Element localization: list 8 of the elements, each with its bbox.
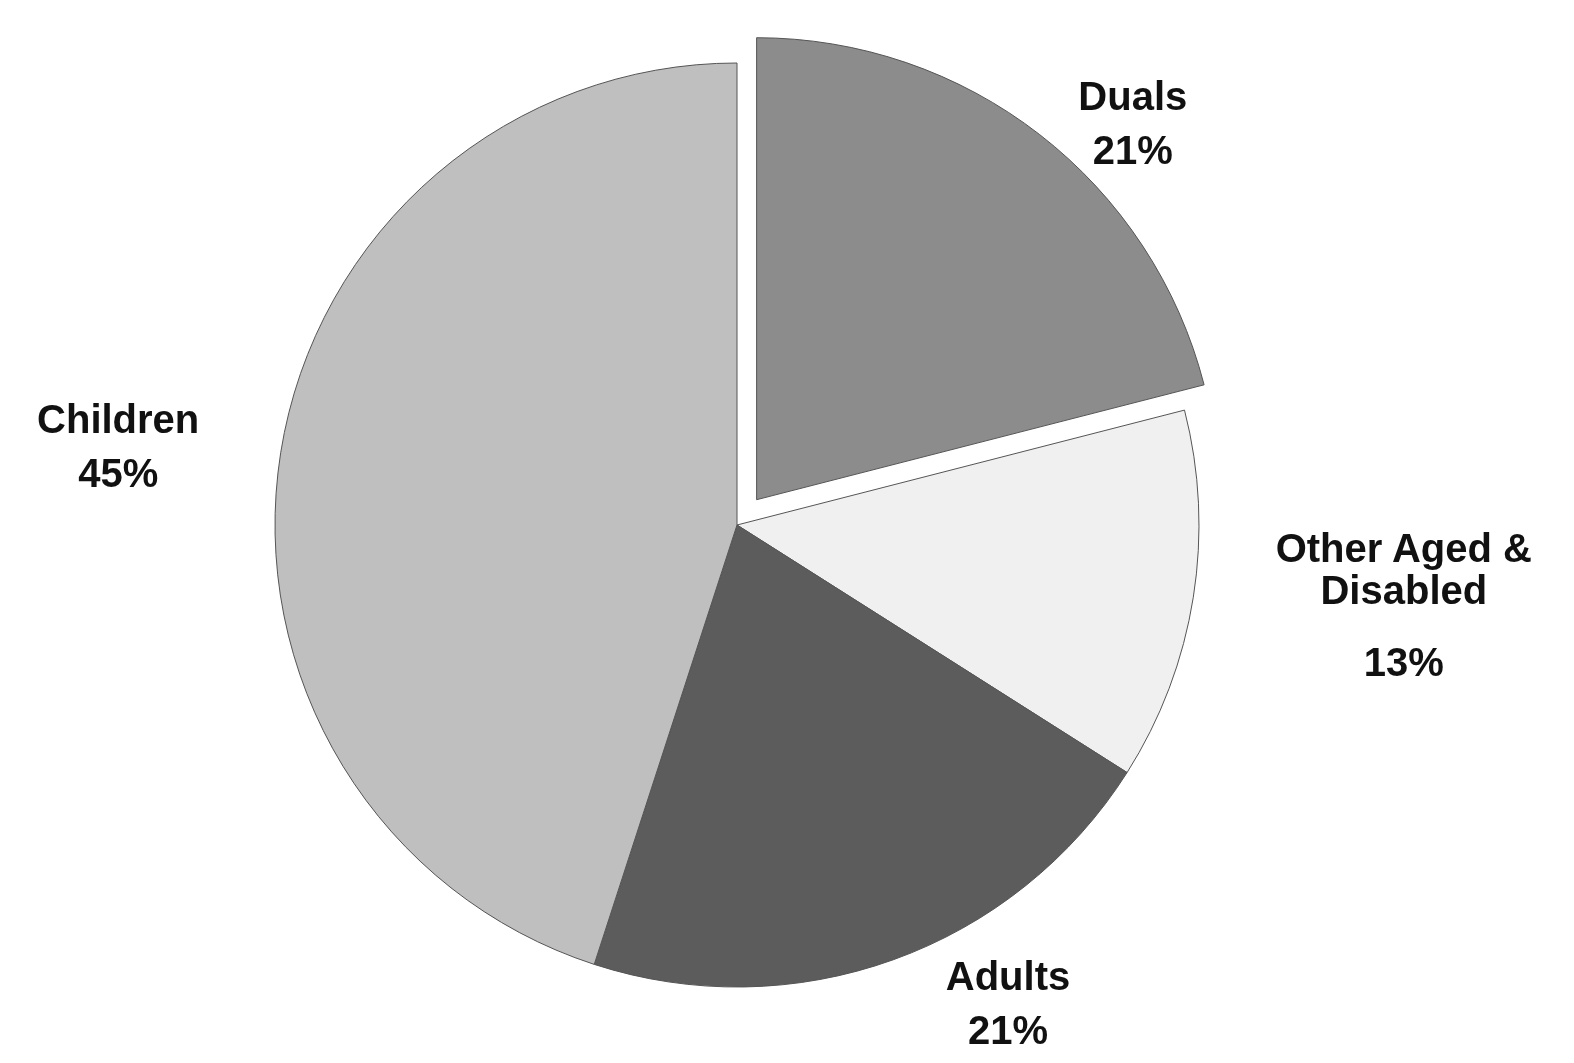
slice-label: Children <box>37 396 200 441</box>
data-label: 21% <box>967 1008 1049 1053</box>
slice-label: Adults <box>945 954 1071 999</box>
data-label: 45% <box>78 450 159 495</box>
data-label: 13% <box>1363 639 1444 684</box>
slice-label: Other Aged & Disabled <box>1275 525 1532 612</box>
data-label: 21% <box>1092 128 1173 173</box>
slice-label: Duals <box>1078 74 1188 119</box>
